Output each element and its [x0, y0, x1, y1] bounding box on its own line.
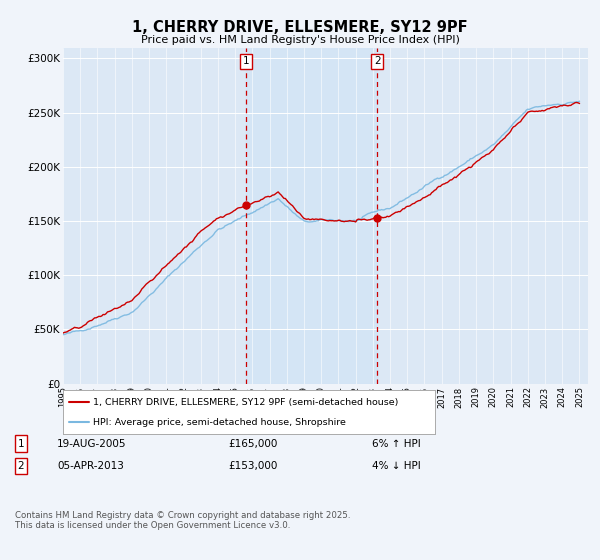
- Text: 1: 1: [17, 438, 25, 449]
- Text: 1, CHERRY DRIVE, ELLESMERE, SY12 9PF: 1, CHERRY DRIVE, ELLESMERE, SY12 9PF: [132, 20, 468, 35]
- Text: £153,000: £153,000: [228, 461, 277, 471]
- Text: Contains HM Land Registry data © Crown copyright and database right 2025.
This d: Contains HM Land Registry data © Crown c…: [15, 511, 350, 530]
- Text: 19-AUG-2005: 19-AUG-2005: [57, 438, 127, 449]
- Text: 1, CHERRY DRIVE, ELLESMERE, SY12 9PF (semi-detached house): 1, CHERRY DRIVE, ELLESMERE, SY12 9PF (se…: [93, 398, 398, 407]
- Text: HPI: Average price, semi-detached house, Shropshire: HPI: Average price, semi-detached house,…: [93, 418, 346, 427]
- Text: 2: 2: [374, 56, 380, 66]
- Text: 4% ↓ HPI: 4% ↓ HPI: [372, 461, 421, 471]
- Text: £165,000: £165,000: [228, 438, 277, 449]
- Text: 05-APR-2013: 05-APR-2013: [57, 461, 124, 471]
- Text: 1: 1: [243, 56, 250, 66]
- Text: 2: 2: [17, 461, 25, 471]
- Bar: [246, 48, 377, 384]
- Text: 6% ↑ HPI: 6% ↑ HPI: [372, 438, 421, 449]
- Text: Price paid vs. HM Land Registry's House Price Index (HPI): Price paid vs. HM Land Registry's House …: [140, 35, 460, 45]
